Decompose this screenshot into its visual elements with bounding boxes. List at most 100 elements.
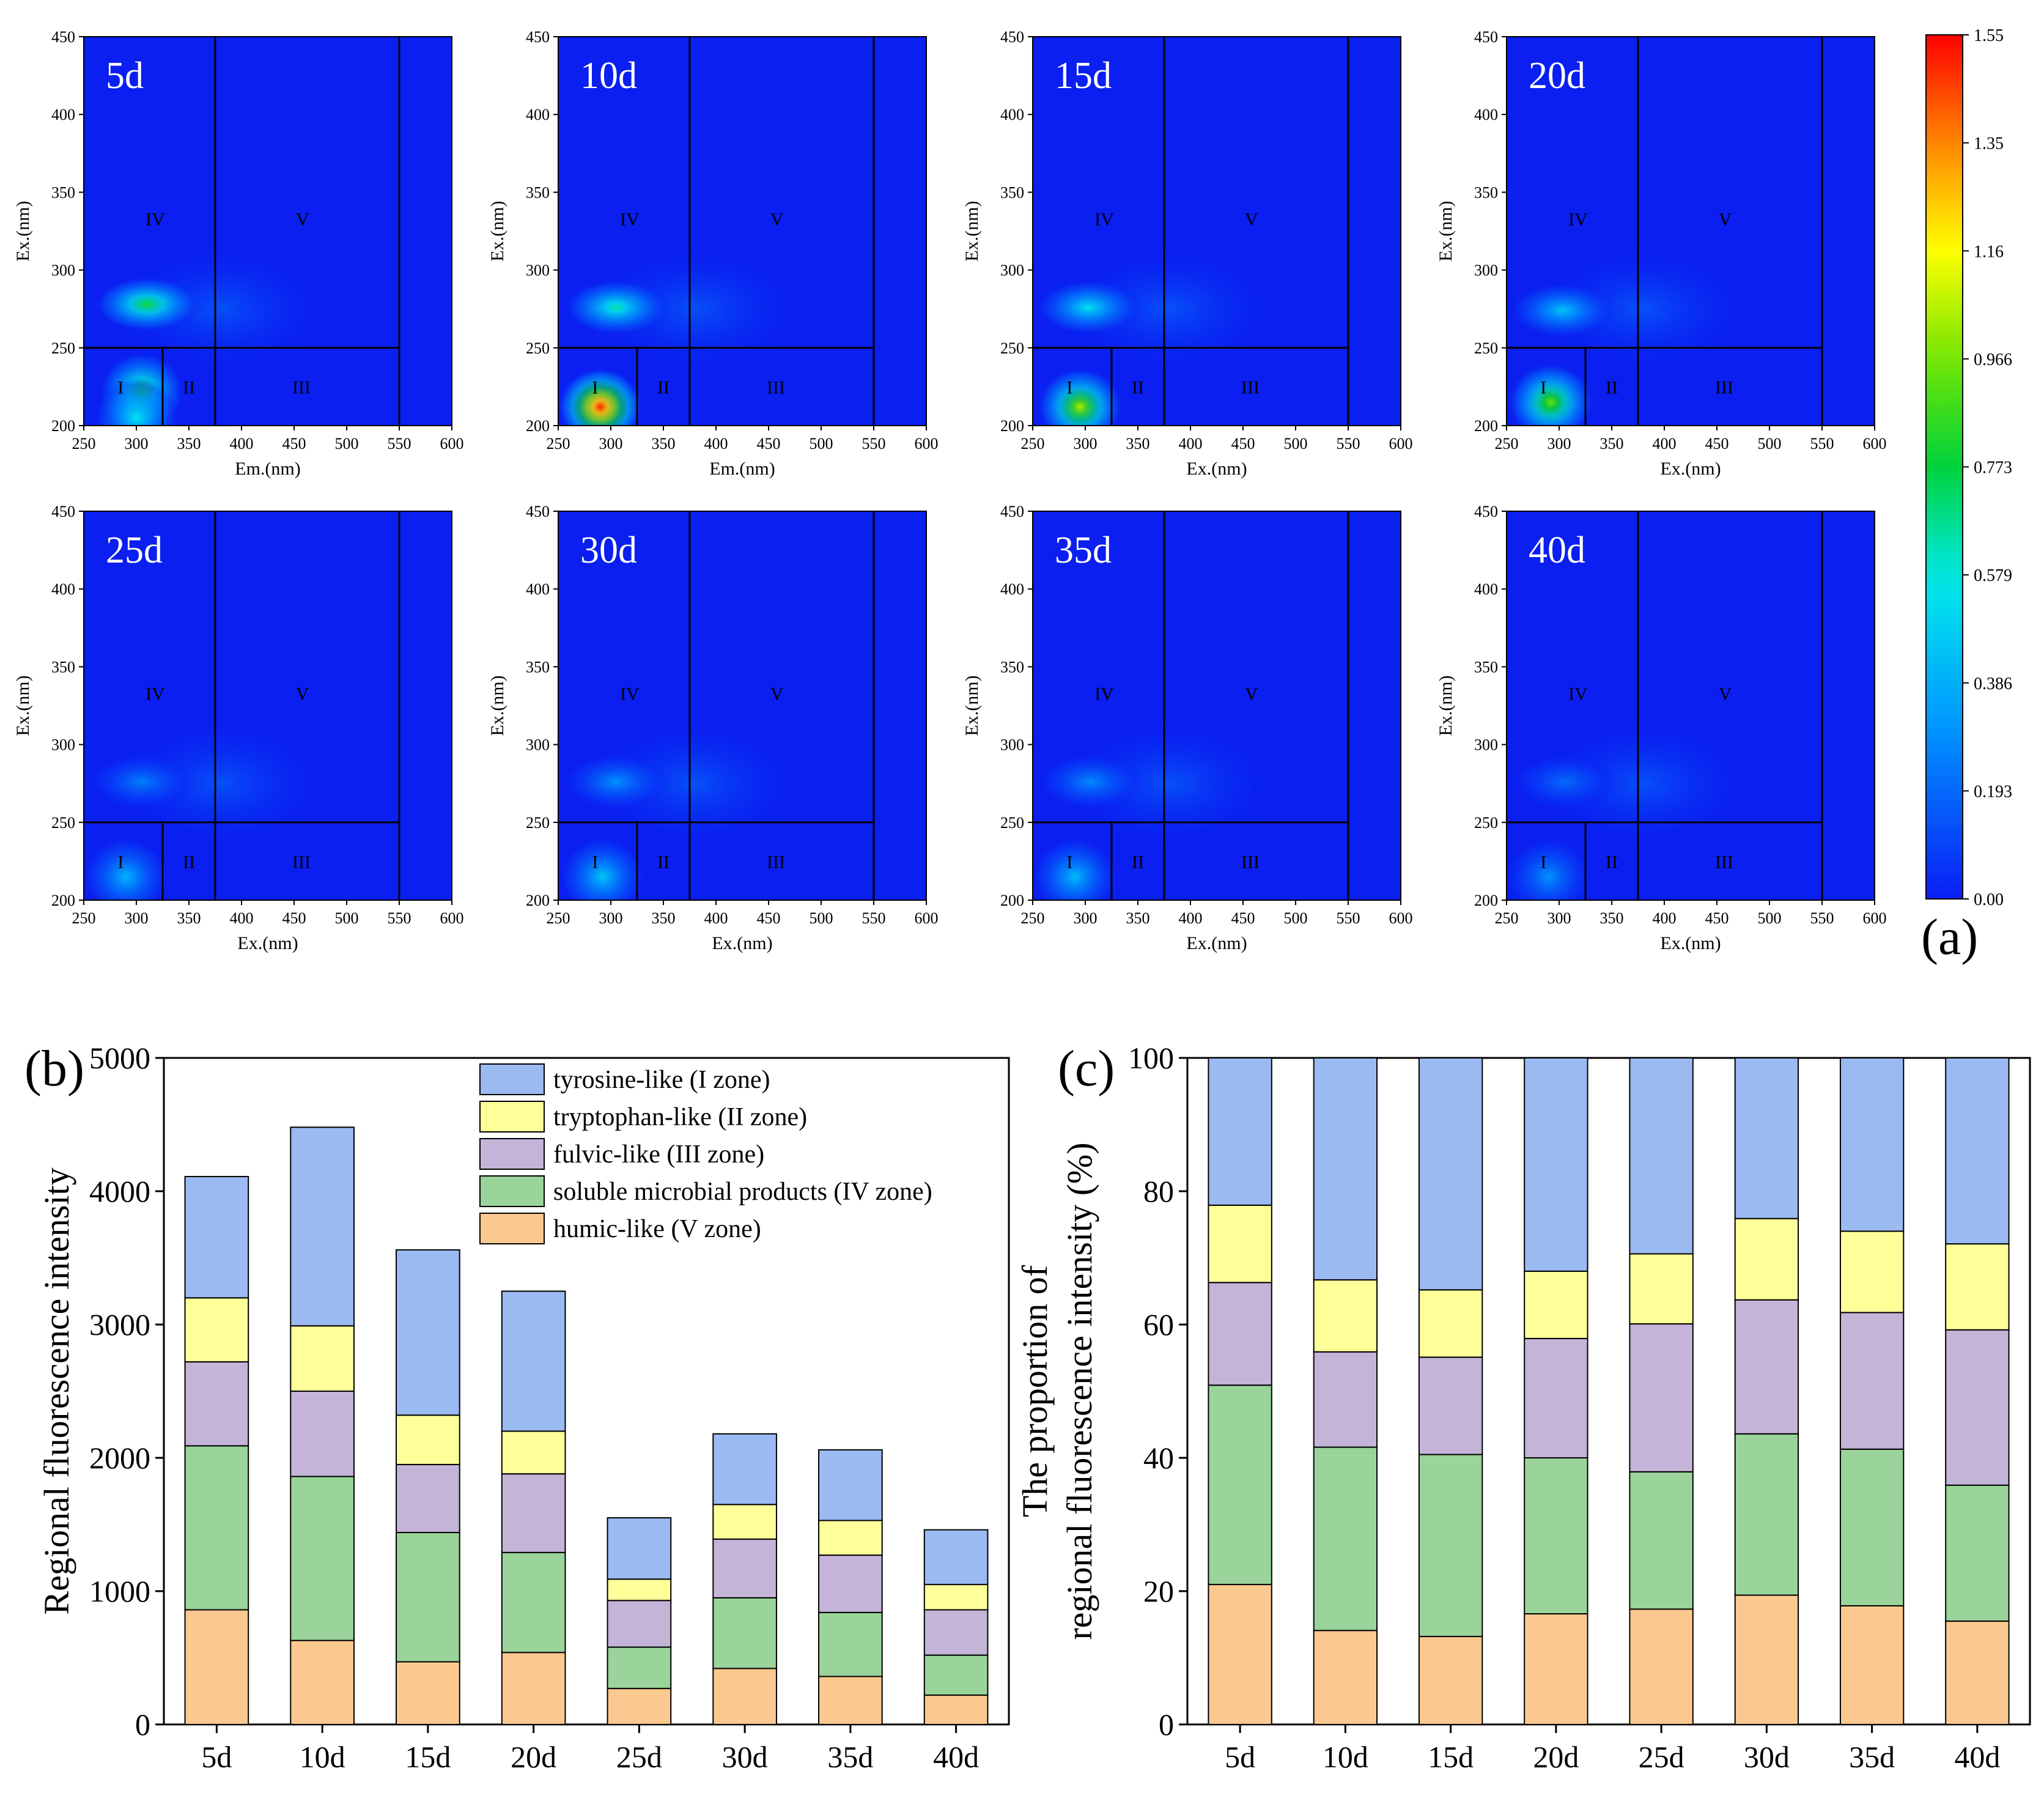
x-tick-label: 500 xyxy=(335,909,359,927)
x-tick-label: 300 xyxy=(1548,909,1571,927)
y-tick-label: 400 xyxy=(1474,580,1498,598)
bar-segment xyxy=(1524,1057,1588,1272)
x-tick-label: 300 xyxy=(125,435,149,453)
y-tick-label: 450 xyxy=(526,503,550,520)
zone-label: V xyxy=(1245,210,1258,230)
y-axis-label: Ex.(nm) xyxy=(962,675,982,736)
y-tick-label: 450 xyxy=(51,503,75,520)
x-tick-label: 600 xyxy=(440,435,464,453)
eem-frame xyxy=(1032,36,1401,426)
y-tick-label: 350 xyxy=(1474,658,1498,676)
eem-glow xyxy=(104,716,337,851)
colorbar-tick-label: 1.55 xyxy=(1974,26,2004,45)
eem-peak xyxy=(1037,367,1123,426)
y-axis-label: Ex.(nm) xyxy=(962,201,982,261)
legend-swatch xyxy=(479,1213,545,1244)
bar-segment xyxy=(1734,1433,1799,1596)
panel-c-label: (c) xyxy=(1058,1040,1115,1097)
zone-label: I xyxy=(1540,852,1546,872)
x-axis-label: Ex.(nm) xyxy=(1660,933,1721,953)
bar-segment xyxy=(501,1551,566,1654)
zone-label: I xyxy=(117,377,124,397)
x-tick-label: 25d xyxy=(1639,1740,1684,1774)
eem-glow xyxy=(1527,242,1760,377)
chart-b-intensity: 5d 10d 15d 20d 25d 30d 35d 40d 0 1000 2000 3000 4000… xyxy=(37,1041,1010,1774)
y-axis-label: Ex.(nm) xyxy=(1436,201,1456,261)
legend: tyrosine-like (I zone) tryptophan-like (I… xyxy=(479,1063,932,1244)
x-tick-label: 300 xyxy=(1548,435,1571,453)
zone-label: V xyxy=(1245,684,1258,704)
y-tick-label: 200 xyxy=(526,892,550,909)
y-tick-label: 400 xyxy=(1000,580,1024,598)
y-tick-label: 450 xyxy=(1474,503,1498,520)
bar-segment xyxy=(1839,1605,1905,1725)
y-tick-label: 400 xyxy=(51,106,75,124)
zone-label: II xyxy=(183,852,195,872)
colorbar-tick-label: 0.193 xyxy=(1974,782,2012,801)
bar-segment xyxy=(396,1532,460,1663)
x-tick-label: 400 xyxy=(230,435,254,453)
bar-segment xyxy=(818,1449,883,1521)
y-tick-label: 350 xyxy=(526,183,550,201)
bar-segment xyxy=(1839,1057,1905,1232)
zone-label: I xyxy=(1066,852,1072,872)
x-tick-label: 350 xyxy=(177,435,201,453)
bar-segment xyxy=(1945,1057,2010,1245)
x-tick-label: 350 xyxy=(1600,435,1624,453)
x-tick-label: 300 xyxy=(599,909,623,927)
bar-segment xyxy=(923,1654,989,1696)
x-tick-label: 250 xyxy=(1021,435,1045,453)
zone-label: II xyxy=(1606,377,1618,397)
x-tick-label: 40d xyxy=(1954,1740,2000,1774)
x-axis-label: Ex.(nm) xyxy=(1660,459,1721,479)
zone-label: IV xyxy=(1568,684,1588,704)
zone-label: III xyxy=(1241,852,1260,872)
eem-frame xyxy=(558,511,927,901)
x-tick-label: 450 xyxy=(282,909,306,927)
legend-label: humic-like (V zone) xyxy=(553,1215,761,1243)
zone-label: III xyxy=(292,377,311,397)
eem-frame xyxy=(558,36,927,426)
bar-segment xyxy=(607,1517,672,1580)
bar-segment xyxy=(501,1473,566,1553)
eem-glow xyxy=(104,242,337,377)
bar-segment xyxy=(396,1414,460,1465)
x-tick-label: 400 xyxy=(1179,435,1203,453)
zone-label: II xyxy=(1132,852,1144,872)
bar-segment xyxy=(1208,1384,1272,1586)
y-tick-label: 300 xyxy=(526,262,550,279)
zone-label: III xyxy=(1715,377,1733,397)
x-tick-label: 450 xyxy=(1231,909,1255,927)
bar-segment xyxy=(1734,1218,1799,1301)
legend-swatch xyxy=(479,1175,545,1207)
bar-segment xyxy=(712,1668,777,1725)
y-axis-label: Ex.(nm) xyxy=(13,675,33,736)
x-tick-label: 10d xyxy=(300,1740,345,1774)
y-tick-label: 300 xyxy=(1000,262,1024,279)
x-tick-label: 400 xyxy=(704,435,728,453)
x-tick-label: 10d xyxy=(1323,1740,1368,1774)
zone-label: IV xyxy=(1094,210,1114,230)
eem-glow xyxy=(1053,716,1286,851)
bar-segment xyxy=(396,1249,460,1416)
y-axis-label: Ex.(nm) xyxy=(13,201,33,261)
eem-day-label: 20d xyxy=(1529,55,1585,97)
bar-segment xyxy=(1418,1454,1483,1638)
x-tick-label: 30d xyxy=(722,1740,768,1774)
bar-segment xyxy=(1945,1620,2010,1726)
y-tick-label: 2000 xyxy=(89,1441,150,1475)
x-tick-label: 600 xyxy=(915,909,939,927)
bar-segment xyxy=(501,1430,566,1475)
bar-segment xyxy=(712,1538,777,1598)
bar-segment xyxy=(396,1463,460,1534)
bar-segment xyxy=(1313,1630,1378,1726)
y-tick-label: 250 xyxy=(526,814,550,832)
y-axis-label: Ex.(nm) xyxy=(487,201,507,261)
bar-segment xyxy=(923,1694,989,1726)
bar-segment xyxy=(1418,1356,1483,1455)
x-axis-label: Ex.(nm) xyxy=(237,933,298,953)
eem-frame xyxy=(83,511,452,901)
eem-peak xyxy=(558,367,643,426)
